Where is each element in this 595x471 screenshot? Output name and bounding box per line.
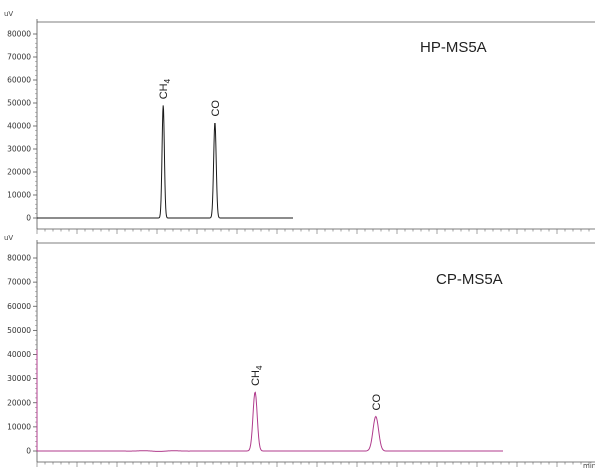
panel-title: CP-MS5A <box>436 271 503 288</box>
y-tick-label: 0 <box>26 214 31 223</box>
peak-label-subscript: 4 <box>163 78 172 83</box>
y-axis-unit-label: uV <box>4 10 13 18</box>
y-tick-label: 20000 <box>7 398 31 407</box>
peak-label-ch4: CH4 <box>158 78 172 99</box>
y-tick-label: 80000 <box>7 254 31 263</box>
y-tick-label: 40000 <box>7 122 31 131</box>
y-tick-label: 10000 <box>7 422 31 431</box>
y-tick-label: 70000 <box>7 53 31 62</box>
y-tick-label: 60000 <box>7 302 31 311</box>
peak-label-main: CO <box>371 394 383 411</box>
peak-label-main: CH <box>250 370 262 386</box>
chromatogram-trace <box>37 391 503 452</box>
y-tick-label: 50000 <box>7 326 31 335</box>
y-axis-unit-label: uV <box>4 234 13 242</box>
peak-label-co: CO <box>371 394 383 411</box>
peak-label-subscript: 4 <box>255 365 264 370</box>
peak-label-main: CH <box>158 83 170 99</box>
peak-label-main: CO <box>210 100 222 117</box>
chart-panel-2: uV 0 10000 20000 30000 40000 50000 60000 70000 80… <box>4 234 595 470</box>
y-tick-label: 0 <box>26 447 31 456</box>
peak-label-co: CO <box>210 100 222 117</box>
y-tick-label: 80000 <box>7 30 31 39</box>
peak-label-ch4: CH4 <box>250 365 264 386</box>
y-tick-label: 10000 <box>7 191 31 200</box>
y-tick-label: 60000 <box>7 76 31 85</box>
y-tick-label: 70000 <box>7 278 31 287</box>
y-tick-label: 30000 <box>7 145 31 154</box>
chromatogram-trace <box>37 105 293 219</box>
panel-title: HP-MS5A <box>420 39 487 56</box>
chart-panel-1: uV 0 10000 20000 30000 40000 50000 60000 70000 80… <box>4 10 595 234</box>
y-tick-label: 20000 <box>7 168 31 177</box>
x-axis-unit-label: min <box>583 462 595 470</box>
y-tick-label: 50000 <box>7 99 31 108</box>
y-tick-label: 30000 <box>7 374 31 383</box>
y-tick-label: 40000 <box>7 350 31 359</box>
